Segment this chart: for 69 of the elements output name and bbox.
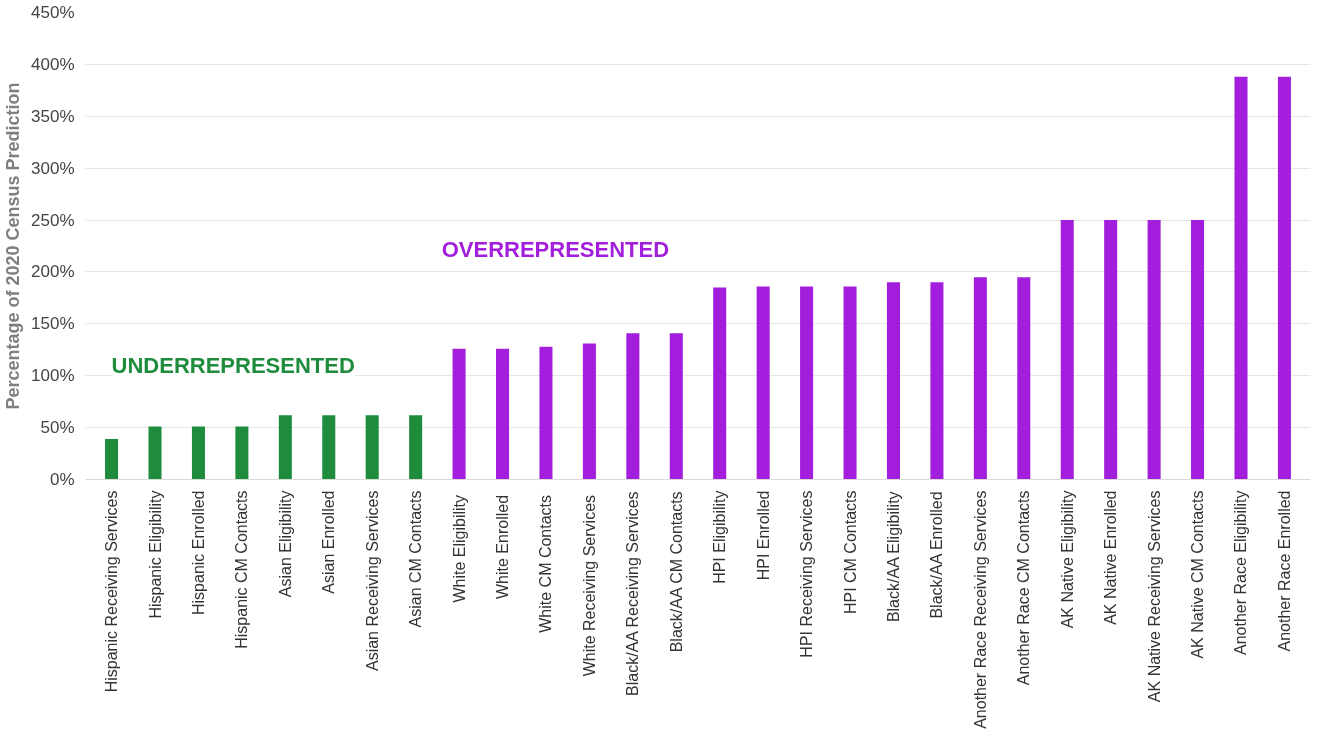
y-tick-label: 400% bbox=[31, 54, 75, 74]
x-tick-label: AK Native Enrolled bbox=[1102, 490, 1120, 625]
annotation: OVERREPRESENTED bbox=[441, 236, 670, 262]
x-tick-label: Black/AA Enrolled bbox=[928, 491, 946, 619]
x-tick-label: Another Race Receiving Services bbox=[971, 490, 989, 729]
bar bbox=[886, 282, 900, 480]
y-tick-label: 300% bbox=[31, 158, 75, 178]
bar bbox=[409, 415, 423, 480]
x-tick-label: White Receiving Services bbox=[580, 494, 598, 677]
x-tick-label: AK Native Receiving Services bbox=[1145, 490, 1163, 703]
y-axis-title: Percentage of 2020 Census Prediction bbox=[3, 82, 24, 410]
y-tick-label: 100% bbox=[31, 366, 75, 386]
bar bbox=[148, 426, 162, 480]
x-tick-label: White Enrolled bbox=[494, 494, 512, 599]
bar bbox=[322, 415, 336, 480]
x-tick-label: Hispanic Enrolled bbox=[189, 490, 207, 616]
bar bbox=[800, 286, 814, 480]
bar bbox=[626, 333, 640, 480]
bar bbox=[191, 426, 205, 480]
bar bbox=[105, 439, 119, 480]
x-tick-label: White CM Contacts bbox=[537, 494, 555, 633]
bar bbox=[235, 426, 249, 480]
x-tick-label: HPI Eligibility bbox=[711, 490, 729, 584]
x-tick-label: HPI Receiving Services bbox=[798, 490, 816, 658]
bar bbox=[1104, 220, 1118, 480]
x-tick-label: Asian Enrolled bbox=[320, 490, 338, 594]
bar bbox=[973, 277, 987, 480]
x-tick-label: Black/AA Eligibility bbox=[884, 491, 902, 623]
bar bbox=[278, 415, 292, 480]
x-tick-label: HPI CM Contacts bbox=[841, 490, 859, 615]
x-tick-label: Another Race CM Contacts bbox=[1015, 490, 1033, 686]
bar bbox=[539, 346, 553, 480]
bar bbox=[1234, 76, 1248, 480]
bar bbox=[930, 282, 944, 480]
bar bbox=[669, 333, 683, 480]
bar bbox=[496, 348, 510, 480]
x-tick-label: Black/AA Receiving Services bbox=[624, 491, 642, 696]
y-tick-label: 150% bbox=[31, 314, 75, 334]
x-tick-label: Hispanic Receiving Services bbox=[103, 490, 121, 693]
y-tick-label: 50% bbox=[40, 418, 75, 438]
x-tick-label: Hispanic CM Contacts bbox=[233, 490, 251, 649]
x-tick-label: Asian CM Contacts bbox=[407, 490, 425, 628]
annotation: UNDERREPRESENTED bbox=[111, 352, 355, 378]
x-tick-label: Hispanic Eligibility bbox=[146, 490, 164, 619]
y-tick-label: 0% bbox=[49, 470, 75, 489]
bar bbox=[1017, 277, 1031, 480]
x-tick-label: Another Race Eligibility bbox=[1232, 490, 1250, 656]
x-tick-label: Asian Eligibility bbox=[276, 490, 294, 598]
y-tick-label: 200% bbox=[31, 262, 75, 282]
x-tick-label: Asian Receiving Services bbox=[363, 490, 381, 672]
x-tick-label: Another Race Enrolled bbox=[1275, 490, 1293, 652]
x-tick-label: AK Native Eligibility bbox=[1058, 490, 1076, 629]
x-tick-label: Black/AA CM Contacts bbox=[667, 491, 685, 653]
bar bbox=[1191, 220, 1205, 480]
y-tick-label: 250% bbox=[31, 210, 75, 230]
x-tick-label: White Eligibility bbox=[450, 494, 468, 603]
bar bbox=[843, 286, 857, 480]
bar bbox=[1277, 76, 1291, 480]
bar bbox=[713, 287, 727, 480]
bar bbox=[1147, 220, 1161, 480]
bar bbox=[582, 343, 596, 480]
x-tick-label: AK Native CM Contacts bbox=[1189, 490, 1207, 659]
bar bbox=[756, 286, 770, 480]
bar bbox=[1060, 220, 1074, 480]
y-tick-label: 450% bbox=[31, 3, 75, 22]
bar bbox=[365, 415, 379, 480]
y-tick-label: 350% bbox=[31, 106, 75, 126]
bar bbox=[452, 348, 466, 480]
x-tick-label: HPI Enrolled bbox=[754, 490, 772, 581]
